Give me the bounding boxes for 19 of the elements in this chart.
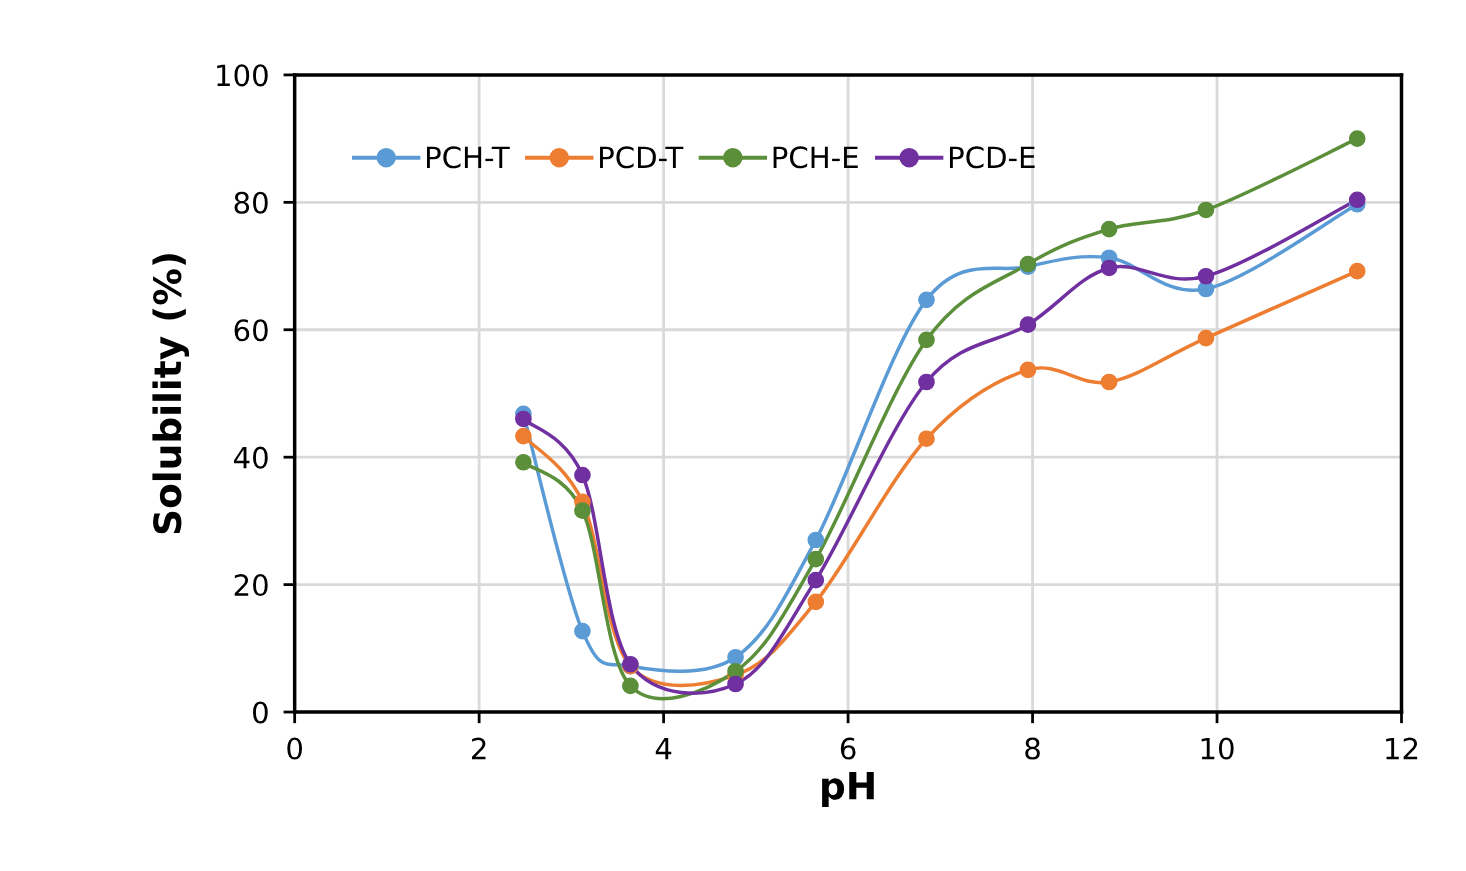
y-tick-label: 80 [234, 191, 268, 214]
legend-label: PCH-T [426, 146, 510, 169]
y-tick-label: 60 [234, 319, 268, 342]
y-axis-title: Solubility (%) [152, 254, 189, 534]
legend-label: PCD-T [600, 146, 684, 169]
y-tick-label: 40 [233, 446, 268, 469]
y-tick-label: 0 [253, 701, 268, 724]
x-tick-label: 8 [1025, 737, 1040, 760]
legend-label: PCH-E [773, 146, 858, 169]
x-tick-label: 0 [287, 737, 303, 760]
x-tick-label: 6 [840, 737, 856, 760]
y-tick-label: 20 [234, 574, 268, 597]
x-tick-label: 2 [472, 737, 486, 760]
x-axis-title: pH [822, 771, 874, 808]
legend-label: PCD-E [949, 146, 1035, 169]
x-tick-label: 10 [1201, 737, 1234, 760]
y-tick-label: 100 [217, 64, 268, 87]
x-tick-label: 4 [655, 737, 672, 760]
x-tick-label: 12 [1386, 737, 1418, 760]
